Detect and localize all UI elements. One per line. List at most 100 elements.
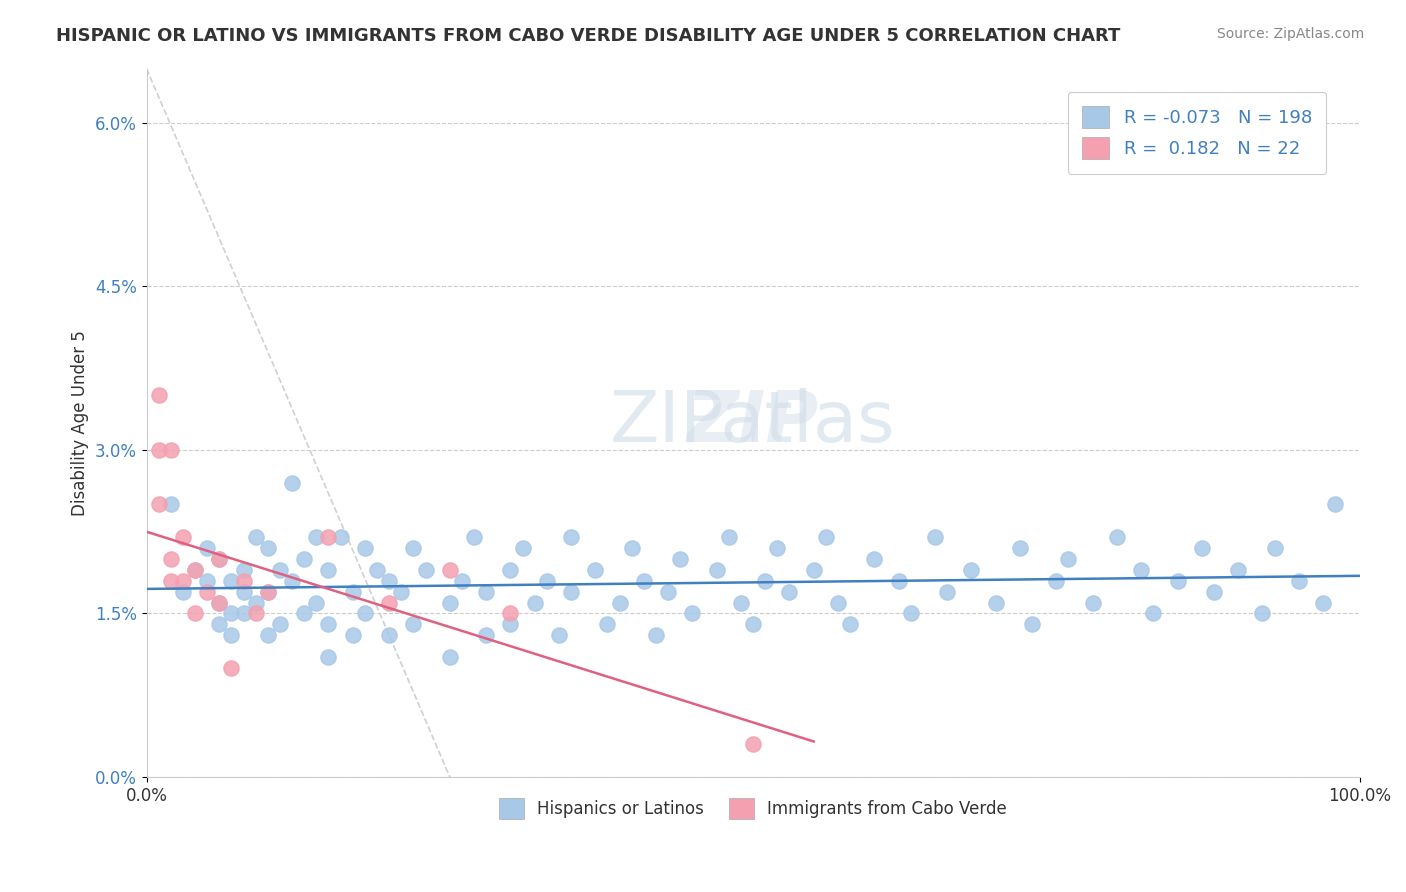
Point (596, 617, 619, 632)
Point (583, 563, 606, 577)
Point (1130, 563, 1153, 577)
Point (1057, 552, 1080, 566)
Point (208, 595, 231, 609)
Point (669, 552, 692, 566)
Y-axis label: Disability Age Under 5: Disability Age Under 5 (72, 330, 89, 516)
Point (1142, 607, 1164, 621)
Point (1312, 595, 1334, 609)
Point (1202, 584, 1225, 599)
Point (148, 442, 170, 457)
Point (172, 530, 194, 544)
Point (536, 574, 558, 588)
Point (378, 574, 401, 588)
Point (353, 541, 375, 555)
Point (318, 530, 340, 544)
Point (1191, 541, 1213, 555)
Point (159, 574, 181, 588)
Point (256, 584, 278, 599)
Point (960, 563, 983, 577)
Point (1105, 530, 1128, 544)
Legend: Hispanics or Latinos, Immigrants from Cabo Verde: Hispanics or Latinos, Immigrants from Ca… (492, 791, 1014, 825)
Text: Source: ZipAtlas.com: Source: ZipAtlas.com (1216, 27, 1364, 41)
Point (221, 628, 243, 642)
Point (887, 574, 910, 588)
Point (281, 475, 304, 490)
Point (778, 584, 800, 599)
Point (463, 530, 485, 544)
Point (754, 574, 776, 588)
Point (269, 617, 291, 632)
Point (148, 388, 170, 402)
Point (657, 584, 679, 599)
Point (256, 541, 278, 555)
Point (353, 607, 375, 621)
Point (245, 530, 267, 544)
Point (1021, 617, 1043, 632)
Point (1167, 574, 1189, 588)
Point (159, 442, 181, 457)
Point (681, 607, 703, 621)
Point (184, 563, 207, 577)
Point (924, 530, 946, 544)
Point (208, 617, 231, 632)
Point (195, 541, 218, 555)
Point (172, 574, 194, 588)
Point (499, 563, 522, 577)
Point (232, 574, 254, 588)
Point (609, 595, 631, 609)
Point (827, 595, 849, 609)
Point (814, 530, 837, 544)
Point (245, 607, 267, 621)
Point (305, 595, 328, 609)
Point (318, 650, 340, 665)
Point (402, 541, 425, 555)
Point (208, 552, 231, 566)
Point (195, 574, 218, 588)
Point (208, 595, 231, 609)
Point (766, 541, 789, 555)
Point (499, 617, 522, 632)
Point (936, 584, 959, 599)
Point (232, 563, 254, 577)
Point (439, 563, 461, 577)
Point (318, 617, 340, 632)
Point (803, 563, 825, 577)
Text: ZIPatlas: ZIPatlas (610, 388, 896, 458)
Point (232, 607, 254, 621)
Point (159, 552, 181, 566)
Point (245, 595, 267, 609)
Point (292, 607, 315, 621)
Point (1227, 563, 1250, 577)
Point (984, 595, 1007, 609)
Point (730, 595, 752, 609)
Text: ZIP: ZIP (688, 388, 820, 458)
Point (1324, 497, 1347, 511)
Point (512, 541, 534, 555)
Point (172, 584, 194, 599)
Point (645, 628, 668, 642)
Point (451, 574, 474, 588)
Point (863, 552, 886, 566)
Point (221, 574, 243, 588)
Point (1081, 595, 1104, 609)
Point (439, 595, 461, 609)
Point (742, 617, 765, 632)
Point (159, 497, 181, 511)
Point (1045, 574, 1067, 588)
Point (184, 563, 207, 577)
Point (318, 563, 340, 577)
Point (366, 563, 388, 577)
Point (256, 628, 278, 642)
Point (620, 541, 643, 555)
Point (148, 497, 170, 511)
Point (475, 584, 498, 599)
Point (221, 661, 243, 675)
Point (292, 552, 315, 566)
Point (378, 595, 401, 609)
Point (269, 563, 291, 577)
Point (1008, 541, 1031, 555)
Point (717, 530, 740, 544)
Point (402, 617, 425, 632)
Point (742, 737, 765, 751)
Point (221, 607, 243, 621)
